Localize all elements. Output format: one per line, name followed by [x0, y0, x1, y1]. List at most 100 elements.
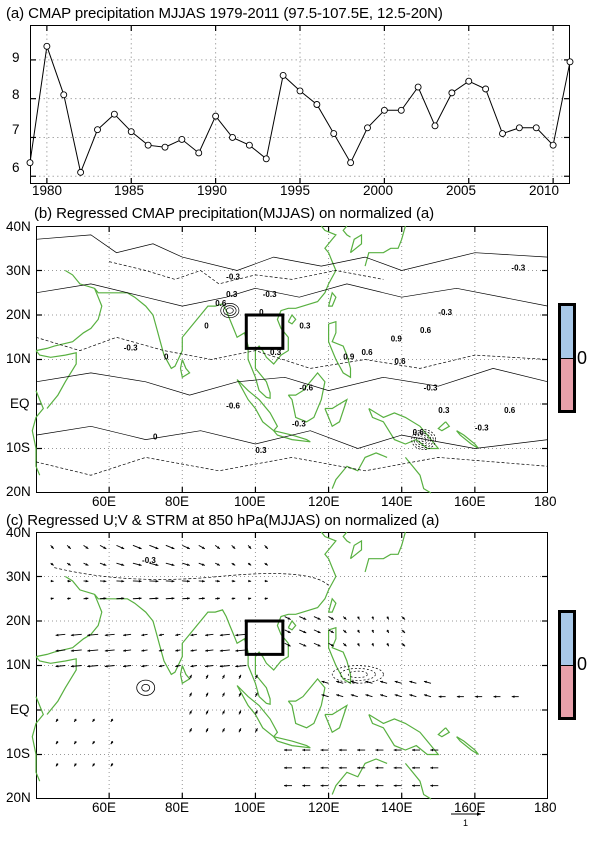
b-coastline	[331, 452, 388, 489]
c-wind-arrowhead	[123, 649, 126, 652]
a-data-point	[347, 159, 355, 167]
c-xtick-80e: 80E	[165, 800, 190, 815]
b-coastline	[236, 379, 279, 432]
b-coastline	[328, 320, 352, 379]
c-wind-arrowhead	[158, 664, 162, 668]
c-wind-arrowhead	[357, 616, 360, 620]
b-contour-ring	[411, 429, 437, 450]
c-colorbar-positive	[561, 613, 573, 665]
c-wind-arrowhead	[70, 633, 74, 637]
a-data-point	[229, 134, 236, 141]
b-colorbar	[558, 303, 576, 413]
c-wind-arrowhead	[175, 633, 179, 637]
c-wind-arrowhead	[87, 664, 91, 668]
b-ytick-eq: EQ	[10, 396, 30, 411]
b-contour-label: 0	[204, 321, 209, 330]
c-wind-arrowhead	[155, 597, 159, 600]
a-data-point	[161, 143, 169, 151]
b-contour-label: 0.6	[361, 348, 373, 357]
c-coastline	[364, 531, 406, 573]
c-wind-arrowhead	[317, 630, 321, 633]
c-wind-arrowhead	[187, 579, 190, 583]
c-wind-arrowhead	[121, 563, 125, 566]
c-wind-arrowhead	[365, 694, 369, 697]
b-contour-label: -0.3	[263, 290, 277, 299]
a-data-point	[482, 85, 490, 93]
a-data-point	[549, 141, 557, 149]
b-contour-label: -0.6	[226, 401, 240, 410]
a-data-point	[127, 128, 135, 136]
c-wind-arrowhead	[232, 562, 236, 566]
c-wind-arrowhead	[232, 545, 236, 549]
c-wind-arrowhead	[330, 643, 334, 647]
c-wind-arrowhead	[205, 664, 208, 668]
c-wind-arrowhead	[264, 579, 268, 583]
c-wind-arrowhead	[393, 766, 397, 770]
c-wind-arrowhead	[189, 710, 192, 714]
c-wind-arrowhead	[205, 649, 208, 652]
c-coastline	[287, 677, 326, 729]
c-coastline	[456, 736, 479, 756]
c-wind-arrowhead	[70, 649, 74, 652]
a-data-point	[144, 141, 152, 149]
c-wind-arrowhead	[357, 748, 360, 752]
c-ytick-30n: 30N	[6, 569, 31, 584]
c-coastline	[328, 626, 352, 685]
b-contour-label: -0.3	[511, 264, 525, 273]
c-wind-arrowhead	[74, 718, 77, 722]
b-ytick-20s: 20N	[6, 484, 31, 499]
b-contour-label: -0.3	[292, 419, 306, 428]
b-coastline	[328, 291, 337, 307]
c-wind-arrowhead	[121, 597, 125, 600]
c-wind-arrowhead	[189, 674, 192, 678]
reference-vector-head	[477, 812, 481, 816]
c-wind-arrowhead	[232, 597, 236, 600]
b-xtick-120e: 120E	[308, 494, 340, 509]
b-contour-label: 0.3	[255, 446, 267, 455]
c-coastline	[273, 736, 311, 749]
c-wind-arrowhead	[423, 694, 427, 697]
c-wind-arrowhead	[248, 597, 252, 600]
c-study-box	[244, 619, 285, 656]
b-contour-label: 0	[164, 353, 169, 362]
b-contour-label: 0.9	[343, 353, 355, 362]
c-wind-arrowhead	[412, 748, 415, 752]
c-contour-ring	[347, 670, 368, 679]
a-data-point	[26, 159, 34, 167]
c-xtick-100e: 100E	[234, 800, 266, 815]
c-wind-arrowhead	[190, 649, 194, 652]
c-wind-arrowhead	[103, 546, 107, 549]
c-wind-arrowhead	[511, 695, 515, 698]
b-coastline	[404, 457, 432, 494]
b-ytick-40n: 40N	[6, 219, 31, 234]
c-wind-arrowhead	[187, 597, 190, 600]
c-wind-arrowhead	[386, 643, 389, 647]
c-wind-arrowhead	[371, 616, 374, 620]
b-contour-line	[109, 261, 384, 285]
b-colorbar-negative	[561, 358, 573, 410]
c-ytick-40n: 40N	[6, 525, 31, 540]
c-wind-arrowhead	[493, 695, 497, 698]
c-wind-arrowhead	[217, 579, 220, 583]
c-wind-arrowhead	[284, 748, 287, 752]
b-coastline	[349, 233, 363, 254]
a-data-point	[212, 112, 220, 120]
c-wind-arrowhead	[138, 597, 142, 600]
c-coastline	[368, 713, 440, 756]
c-coastline	[328, 597, 337, 613]
c-wind-arrowhead	[222, 674, 225, 678]
c-wind-arrowhead	[317, 617, 321, 620]
c-wind-arrowhead	[70, 664, 74, 668]
c-wind-arrowhead	[103, 597, 107, 600]
c-wind-arrowhead	[365, 680, 369, 684]
b-coastline	[342, 225, 351, 238]
c-wind-arrowhead	[317, 643, 321, 647]
c-wind-arrowhead	[456, 695, 460, 698]
c-wind-arrowhead	[189, 728, 192, 732]
c-coastline	[31, 696, 44, 782]
c-wind-arrowhead	[104, 664, 108, 668]
c-contour-label: -0.3	[142, 556, 156, 565]
c-contour-ring	[339, 668, 376, 681]
c-wind-arrowhead	[393, 784, 397, 787]
c-xtick-120e: 120E	[308, 800, 340, 815]
